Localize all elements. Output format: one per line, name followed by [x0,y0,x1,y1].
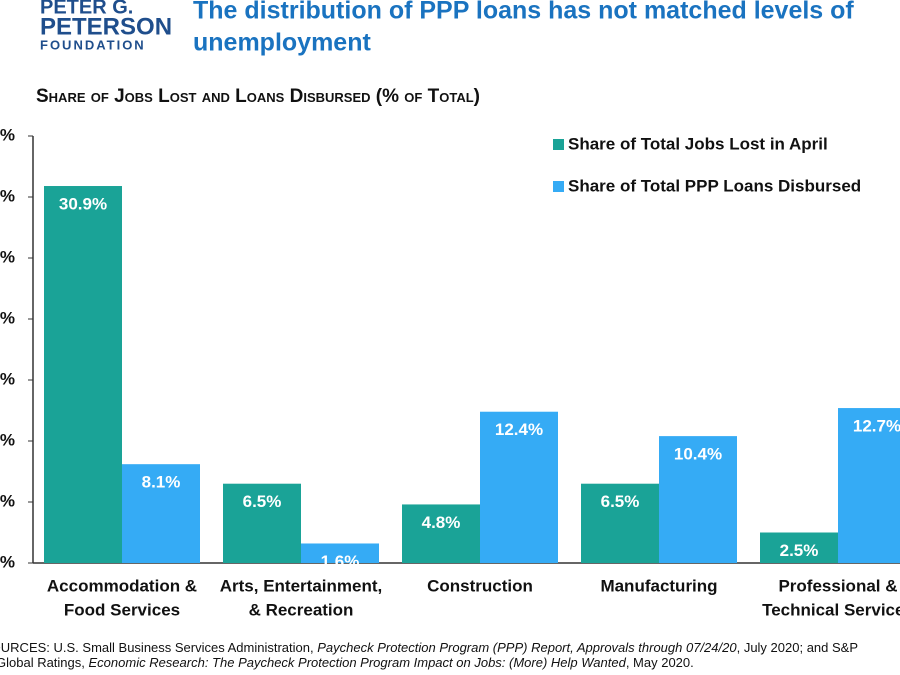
y-tick-label: 35% [0,125,15,144]
value-label: 30.9% [59,195,107,214]
bar [122,464,200,563]
value-label: 6.5% [601,492,640,511]
x-tick-label: Food Services [64,600,180,619]
bar [838,408,900,563]
x-tick-label: Technical Services [762,600,900,619]
value-label: 8.1% [142,473,181,492]
legend-label: Share of Total Jobs Lost in April [568,134,828,153]
x-tick-label: Professional & [778,576,897,595]
y-tick-label: 20% [0,308,15,327]
value-label: 1.6% [321,552,360,571]
y-tick-label: 10% [0,430,15,449]
y-tick-label: 15% [0,369,15,388]
chart-title: Share of Jobs Lost and Loans Disbursed (… [36,86,480,107]
source-segment: , July 2020; and S&P [737,640,858,655]
page-title: The distribution of PPP loans has not ma… [193,0,854,25]
y-tick-label: 30% [0,186,15,205]
source-segment: Global Ratings, [0,655,89,670]
x-tick-label: & Recreation [249,600,354,619]
y-tick-label: 25% [0,247,15,266]
source-segment: Paycheck Protection Program (PPP) Report… [317,640,737,655]
bar [223,483,301,563]
y-tick-label: 0% [0,552,15,571]
x-tick-label: Construction [427,576,533,595]
logo-text: PETER G. [40,0,133,18]
source-segment: Economic Research: The Paycheck Protecti… [89,655,627,670]
value-label: 12.7% [853,417,900,436]
logo-text: PETERSON [40,13,172,40]
legend-swatch [553,139,564,150]
value-label: 12.4% [495,420,543,439]
source-segment: SOURCES: U.S. Small Business Services Ad… [0,640,317,655]
legend-swatch [553,181,564,192]
value-label: 10.4% [674,445,722,464]
x-tick-label: Accommodation & [47,576,197,595]
value-label: 4.8% [422,513,461,532]
bar [44,186,122,563]
x-tick-label: Manufacturing [600,576,717,595]
bar [760,532,838,563]
value-label: 6.5% [243,492,282,511]
bar [659,436,737,563]
x-tick-label: Arts, Entertainment, [220,576,382,595]
bar [581,483,659,563]
value-label: 2.5% [780,541,819,560]
source-segment: , May 2020. [626,655,694,670]
bar [402,504,480,563]
bar [301,543,379,563]
legend-label: Share of Total PPP Loans Disbursed [568,176,861,195]
source-note: Global Ratings, Economic Research: The P… [0,655,694,670]
source-note: SOURCES: U.S. Small Business Services Ad… [0,640,858,655]
logo-text: FOUNDATION [40,37,146,52]
y-tick-label: 5% [0,491,15,510]
bar [480,411,558,563]
page-title: unemployment [193,29,371,57]
